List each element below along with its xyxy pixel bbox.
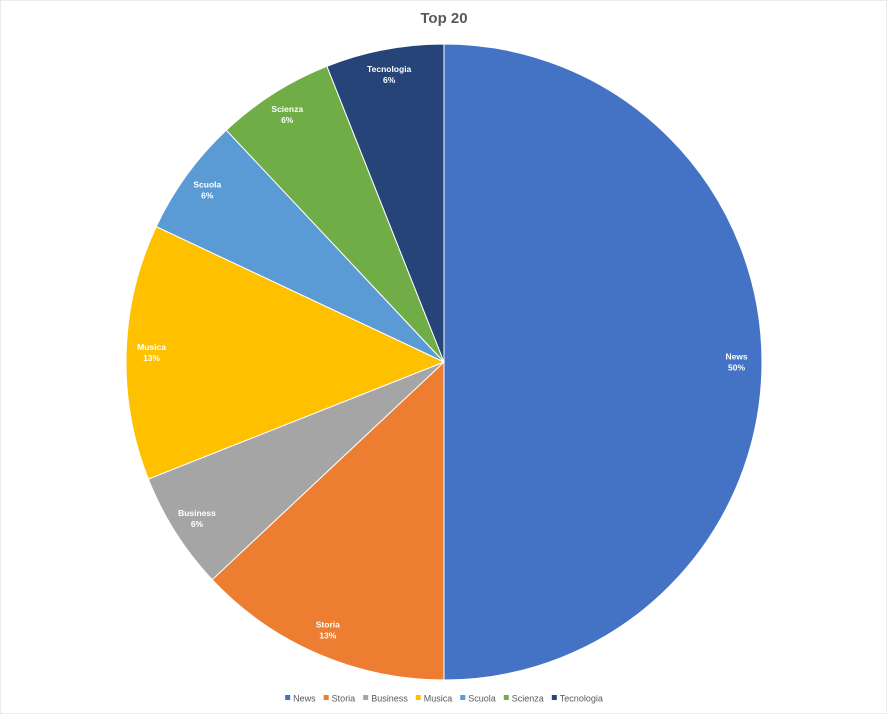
data-label-category: Musica xyxy=(137,342,166,352)
data-label-category: News xyxy=(725,351,747,361)
pie-slice xyxy=(211,360,445,681)
legend-label: Business xyxy=(371,693,408,703)
pie-slice xyxy=(225,65,445,363)
legend-swatch xyxy=(285,695,291,700)
data-label-value: 6% xyxy=(191,519,204,529)
chart-title: Top 20 xyxy=(420,10,467,27)
legend-swatch xyxy=(363,695,369,700)
legend-label: Storia xyxy=(332,693,356,703)
data-label-category: Business xyxy=(178,508,216,518)
data-label-value: 13% xyxy=(319,631,336,641)
data-label-value: 6% xyxy=(201,190,214,200)
legend-label: Scuola xyxy=(468,693,496,703)
legend-label: Tecnologia xyxy=(560,693,603,703)
legend-swatch xyxy=(323,695,329,700)
data-label-value: 6% xyxy=(383,75,396,85)
data-label-value: 50% xyxy=(728,362,745,372)
data-label-category: Storia xyxy=(316,620,340,630)
data-label-category: Scuola xyxy=(193,179,221,189)
pie-slice xyxy=(155,129,445,363)
legend-label: News xyxy=(293,693,316,703)
legend-label: Musica xyxy=(424,693,453,703)
legend-swatch xyxy=(503,695,509,700)
legend: News Storia Business Musica Scuola Scienza Tec… xyxy=(285,693,603,703)
legend-swatch xyxy=(415,695,421,700)
pie-slice xyxy=(147,361,445,581)
pie-slice xyxy=(443,43,763,681)
data-label-category: Scienza xyxy=(271,104,303,114)
data-label-category: Tecnologia xyxy=(367,64,412,74)
data-label-value: 6% xyxy=(281,115,294,125)
pie-slice xyxy=(125,225,446,480)
legend-swatch xyxy=(551,695,557,700)
legend-label: Scienza xyxy=(512,693,544,703)
pie-slice xyxy=(326,43,445,363)
legend-swatch xyxy=(460,695,466,700)
data-label-value: 13% xyxy=(143,353,160,363)
